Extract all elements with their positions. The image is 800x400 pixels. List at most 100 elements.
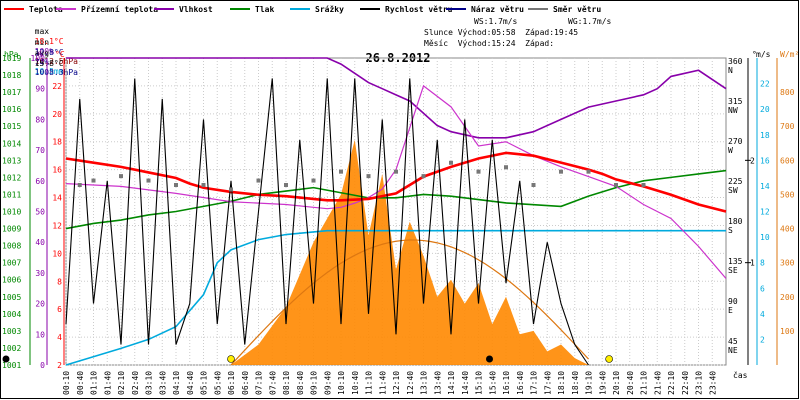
x-tick-label: 01:40 — [103, 371, 112, 395]
tick-direction-label: E — [728, 306, 733, 315]
tick-humidity: 40 — [35, 238, 45, 247]
tick-temperature: 4 — [57, 333, 62, 342]
tick-pressure: 1015 — [2, 122, 21, 131]
stats-max-rain: 10.5mm — [34, 67, 64, 76]
tick-solar: 100 — [780, 327, 795, 336]
tick-solar: 200 — [780, 293, 795, 302]
wind-direction-point — [366, 174, 371, 179]
x-tick-label: 07:40 — [268, 371, 277, 395]
legend-label-7: Náraz větru — [471, 4, 524, 14]
legend-label-5: Srážky — [315, 5, 344, 14]
wind-direction-point — [256, 178, 261, 183]
x-tick-label: 05:10 — [200, 371, 209, 395]
tick-direction-deg: 270 — [728, 137, 743, 146]
tick-humidity: 90 — [35, 85, 45, 94]
x-tick-label: 22:40 — [681, 371, 690, 395]
series-rain — [65, 229, 726, 366]
wind-direction-point — [476, 169, 481, 174]
tick-rain: 6 — [760, 284, 765, 293]
tick-direction-deg: 135 — [728, 257, 743, 266]
x-tick-label: 23:40 — [708, 371, 717, 395]
tick-solar: 500 — [780, 190, 795, 199]
wind-direction-point — [531, 183, 536, 187]
tick-direction-label: SE — [728, 266, 738, 275]
tick-solar: 700 — [780, 122, 795, 131]
tick-wind: 2 — [750, 156, 755, 165]
x-tick-label: 15:40 — [488, 371, 497, 395]
tick-humidity: 60 — [35, 177, 45, 186]
x-tick-label: 01:10 — [90, 371, 99, 395]
tick-direction-deg: 225 — [728, 177, 743, 186]
tick-temperature: 14 — [52, 194, 62, 203]
sunrise-marker — [227, 355, 235, 363]
x-tick-label: 15:10 — [475, 371, 484, 395]
tick-pressure: 1003 — [2, 327, 21, 336]
tick-pressure: 1009 — [2, 225, 21, 234]
x-tick-label: 19:10 — [585, 371, 594, 395]
x-tick-label: 16:10 — [502, 371, 511, 395]
wind-direction-point — [91, 178, 96, 183]
series-wind-speed — [65, 78, 589, 366]
x-tick-label: 18:40 — [571, 371, 580, 395]
tick-wind: 1 — [750, 259, 755, 268]
tick-pressure: 1006 — [2, 276, 21, 285]
tick-solar: 800 — [780, 88, 795, 97]
wind-direction-point — [614, 183, 618, 187]
series-solar-envelope — [230, 239, 589, 366]
tick-rain: 4 — [760, 310, 765, 319]
wind-direction-point — [229, 187, 233, 192]
unit-degc: °C — [55, 50, 65, 59]
tick-temperature: 2 — [57, 361, 62, 370]
tick-pressure: 1018 — [2, 71, 21, 80]
series-temperature — [65, 151, 727, 213]
x-tick-label: 22:10 — [667, 371, 676, 395]
tick-direction-label: N — [728, 66, 733, 75]
tick-rain: 10 — [760, 233, 770, 242]
tick-pressure: 1019 — [2, 54, 21, 63]
stats-max-hum: 100% — [34, 47, 54, 56]
series-pressure — [65, 169, 727, 230]
tick-temperature: 22 — [52, 82, 62, 91]
wind-direction-point — [174, 183, 178, 187]
tick-rain: 14 — [760, 182, 770, 191]
stats-max-temp: 18.1°C — [34, 37, 64, 46]
tick-pressure: 1001 — [2, 361, 21, 370]
tick-humidity: 0 — [40, 361, 45, 370]
tick-pressure: 1012 — [2, 173, 21, 182]
tick-temperature: 12 — [52, 221, 62, 230]
wind-direction-point — [449, 160, 453, 165]
tick-pressure: 1016 — [2, 105, 21, 114]
wind-direction-point — [77, 183, 82, 187]
tick-pressure: 1013 — [2, 156, 21, 165]
x-tick-label: 20:10 — [612, 371, 621, 395]
unit-pct: % — [38, 50, 43, 59]
stats-max-press: 1012.5hPa — [34, 57, 78, 66]
legend-label-1: Teplota — [29, 5, 63, 14]
tick-pressure: 1002 — [2, 344, 21, 353]
tick-temperature: 10 — [52, 249, 62, 258]
legend-label-6: Rychlost větru — [385, 4, 453, 14]
tick-pressure: 1007 — [2, 259, 21, 268]
tick-rain: 18 — [760, 131, 770, 140]
unit-wm2: W/m² — [780, 50, 799, 59]
x-tick-label: 11:10 — [365, 371, 374, 395]
wind-ws: WS:1.7m/s — [474, 17, 518, 26]
x-tick-label: 17:40 — [543, 371, 552, 395]
moonrise-marker — [486, 355, 493, 363]
x-tick-label: 18:10 — [557, 371, 566, 395]
tick-humidity: 10 — [35, 330, 45, 339]
x-tick-label: 13:40 — [433, 371, 442, 395]
stats-max-label: max — [34, 27, 50, 36]
sun-times: Slunce Východ:05:58 Západ:19:45 — [424, 28, 579, 37]
tick-humidity: 50 — [35, 208, 45, 217]
tick-pressure: 1004 — [2, 310, 21, 319]
wind-direction-point — [284, 183, 288, 187]
tick-direction-deg: 90 — [728, 297, 738, 306]
stats-min-row: min 12.8°C 74% 1008.3hPa — [25, 28, 78, 78]
tick-direction-label: W — [728, 146, 733, 155]
x-tick-label: 02:40 — [131, 371, 140, 395]
tick-direction-deg: 360 — [728, 57, 743, 66]
x-tick-label: 07:10 — [255, 371, 264, 395]
x-tick-label: 08:10 — [282, 371, 291, 395]
